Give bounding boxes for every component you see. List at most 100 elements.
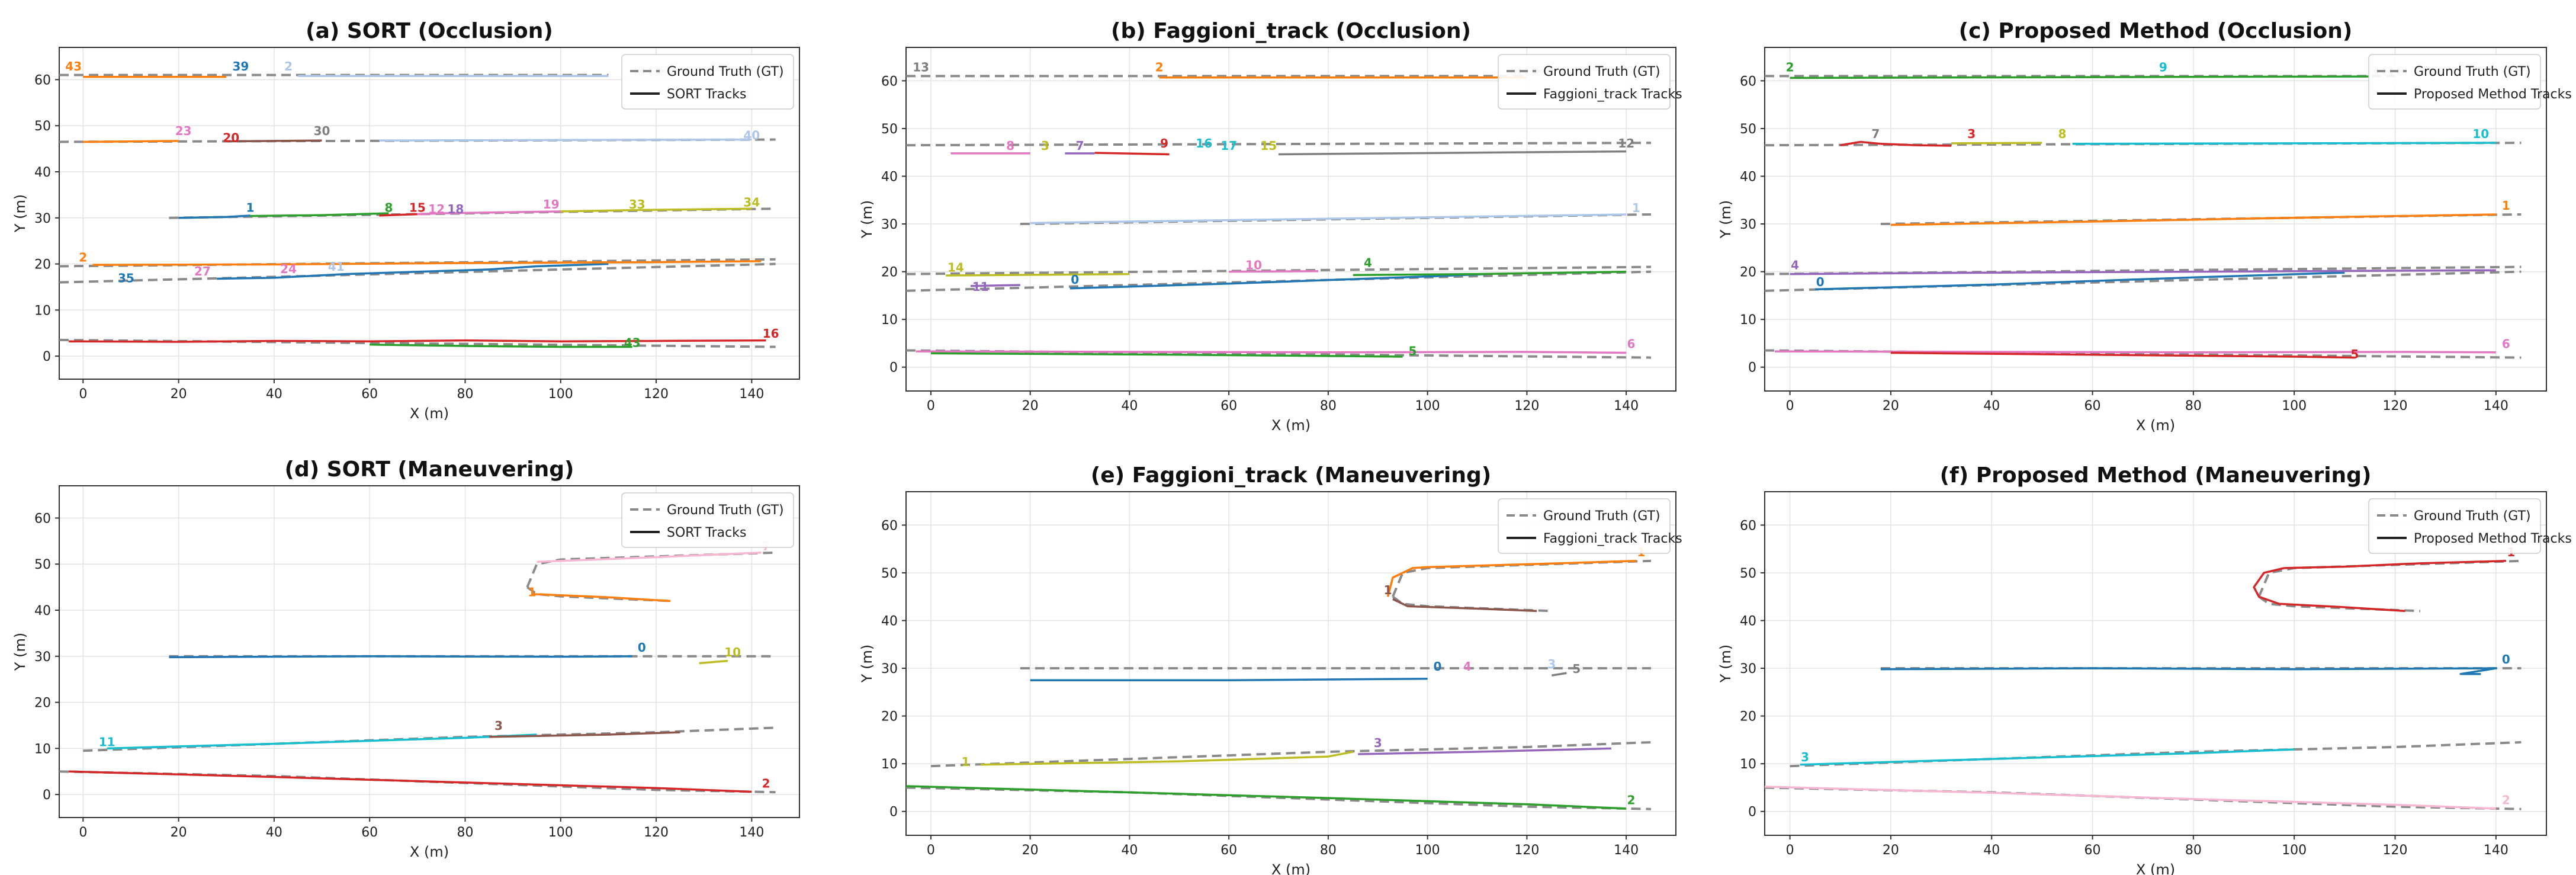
x-tick-label: 40 bbox=[1983, 843, 2000, 858]
y-axis-label: Y (m) bbox=[1717, 645, 1734, 683]
y-tick-label: 60 bbox=[1740, 74, 1756, 89]
track-id-label: 34 bbox=[743, 195, 760, 209]
track-id-label: 15 bbox=[1260, 139, 1277, 153]
track-line-10 bbox=[699, 659, 728, 665]
track-id-label: 0 bbox=[2502, 652, 2510, 666]
x-tick-label: 80 bbox=[2185, 399, 2202, 414]
y-tick-label: 10 bbox=[34, 303, 51, 318]
track-id-label: 2 bbox=[762, 776, 770, 790]
track-id-label: 3 bbox=[494, 719, 503, 733]
track-line-2 bbox=[1764, 786, 2496, 810]
y-tick-label: 30 bbox=[881, 662, 898, 677]
track-id-label: 11 bbox=[99, 735, 115, 749]
track-id-label: 1 bbox=[528, 585, 536, 600]
x-tick-label: 80 bbox=[1320, 843, 1337, 858]
track-id-label: 3 bbox=[1967, 127, 1976, 141]
legend-gt-label: Ground Truth (GT) bbox=[2414, 509, 2531, 524]
track-line-11 bbox=[970, 284, 1020, 287]
track-line-1 bbox=[1030, 213, 1627, 225]
track-id-label: 40 bbox=[743, 129, 760, 143]
track-id-label: 39 bbox=[233, 59, 249, 73]
track-line-6 bbox=[1775, 350, 2496, 354]
track-id-label: 11 bbox=[972, 280, 989, 294]
x-tick-label: 60 bbox=[361, 825, 378, 840]
track-id-label: 3 bbox=[1041, 139, 1049, 153]
track-id-label: 1 bbox=[1632, 201, 1640, 215]
track-id-label: 10 bbox=[724, 645, 741, 659]
track-id-label: 4 bbox=[1791, 258, 1799, 273]
track-line-3 bbox=[1800, 748, 2295, 766]
y-tick-label: 50 bbox=[34, 557, 51, 572]
track-line-5 bbox=[1890, 351, 2355, 359]
track-id-label: 1 bbox=[1384, 583, 1392, 597]
x-tick-label: 120 bbox=[1514, 843, 1539, 858]
y-tick-label: 10 bbox=[881, 757, 898, 772]
y-tick-label: 10 bbox=[1740, 313, 1756, 328]
y-axis-label: Y (m) bbox=[12, 633, 28, 671]
track-id-label: 12 bbox=[1618, 136, 1634, 150]
y-tick-label: 10 bbox=[1740, 757, 1756, 772]
track-id-label: 9 bbox=[1160, 136, 1168, 150]
track-id-label: 1 bbox=[962, 755, 970, 769]
track-id-label: 41 bbox=[328, 259, 345, 274]
track-line-19 bbox=[441, 210, 561, 214]
track-id-label: 0 bbox=[1071, 273, 1079, 287]
track-line-18 bbox=[417, 212, 442, 216]
track-id-label: 3 bbox=[1547, 657, 1556, 671]
subplot-title: (c) Proposed Method (Occlusion) bbox=[1959, 19, 2353, 43]
legend-track-label: Proposed Method Tracks bbox=[2414, 87, 2572, 102]
subplot-title: (f) Proposed Method (Maneuvering) bbox=[1940, 463, 2372, 488]
y-tick-label: 50 bbox=[881, 122, 898, 137]
track-id-label: 35 bbox=[118, 271, 134, 286]
track-id-label: 19 bbox=[543, 197, 560, 211]
track-line-5 bbox=[1552, 672, 1567, 677]
y-axis-label: Y (m) bbox=[859, 200, 875, 239]
legend-gt-label: Ground Truth (GT) bbox=[667, 503, 784, 518]
x-tick-label: 100 bbox=[548, 387, 573, 402]
axes-frame bbox=[59, 485, 800, 818]
y-axis-label: Y (m) bbox=[859, 645, 875, 683]
track-line-43 bbox=[370, 343, 632, 348]
y-tick-label: 0 bbox=[43, 350, 51, 364]
track-line-15 bbox=[379, 213, 417, 217]
x-tick-label: 20 bbox=[1883, 843, 1899, 858]
x-tick-label: 60 bbox=[361, 387, 378, 402]
x-tick-label: 0 bbox=[1786, 399, 1794, 414]
legend-box bbox=[1498, 498, 1671, 554]
y-tick-label: 50 bbox=[1740, 566, 1756, 581]
y-tick-label: 30 bbox=[1740, 217, 1756, 232]
track-line-1 bbox=[2253, 567, 2405, 613]
track-id-label: 23 bbox=[175, 124, 192, 138]
track-id-label: 24 bbox=[280, 262, 297, 276]
legend-gt-label: Ground Truth (GT) bbox=[1543, 65, 1660, 79]
track-line-15 bbox=[1279, 150, 1627, 156]
track-line-33 bbox=[560, 209, 637, 213]
x-tick-label: 120 bbox=[644, 825, 669, 840]
x-tick-label: 0 bbox=[927, 399, 935, 414]
x-tick-label: 80 bbox=[457, 825, 473, 840]
track-id-label: 2 bbox=[79, 251, 87, 265]
x-tick-label: 140 bbox=[1614, 843, 1639, 858]
track-id-label: 15 bbox=[409, 201, 426, 215]
track-line-1 bbox=[1392, 598, 1537, 613]
track-id-label: 18 bbox=[447, 202, 464, 216]
y-tick-label: 40 bbox=[34, 165, 51, 180]
y-tick-label: 10 bbox=[34, 742, 51, 757]
track-id-label: 6 bbox=[2502, 337, 2510, 351]
x-tick-label: 60 bbox=[2084, 399, 2101, 414]
x-tick-label: 0 bbox=[927, 843, 935, 858]
track-line-3 bbox=[1358, 747, 1612, 755]
track-id-label: 0 bbox=[1816, 275, 1825, 289]
x-tick-label: 100 bbox=[1415, 843, 1440, 858]
x-tick-label: 60 bbox=[1220, 843, 1237, 858]
track-line-0 bbox=[1815, 271, 2345, 291]
y-tick-label: 40 bbox=[1740, 614, 1756, 629]
axes-frame bbox=[59, 47, 800, 380]
y-tick-label: 30 bbox=[1740, 662, 1756, 677]
track-line-9 bbox=[1094, 152, 1170, 156]
track-line-0 bbox=[1880, 667, 2497, 675]
